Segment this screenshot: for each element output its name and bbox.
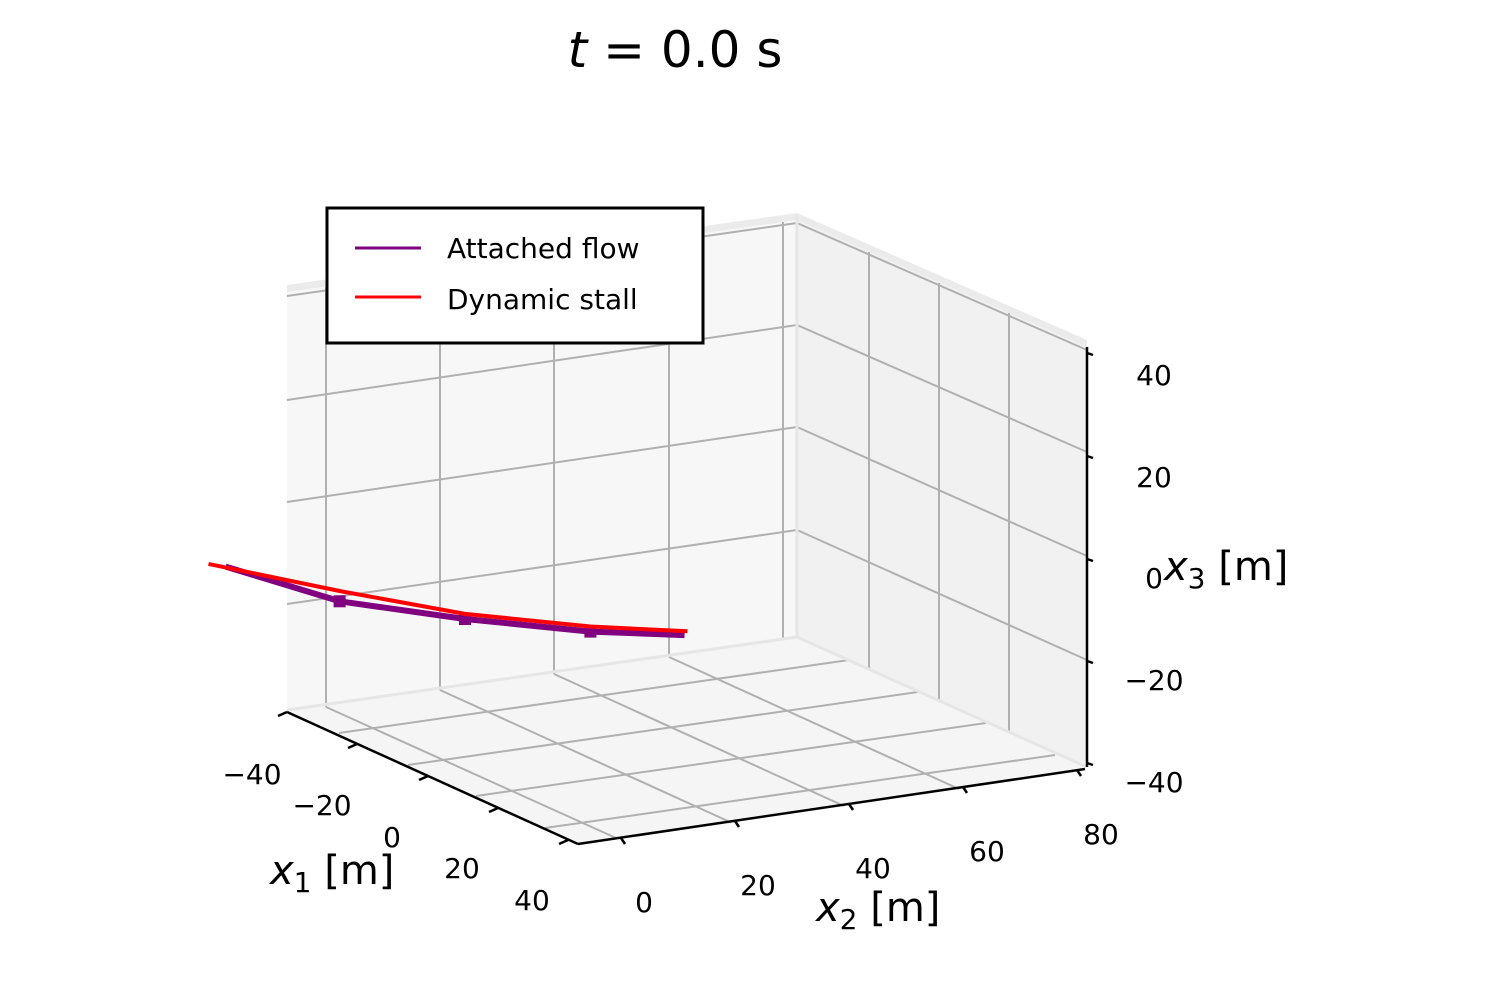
x3-tick-label: 40: [1136, 359, 1172, 392]
x2-tick-labels: 0 20 40 60 80: [635, 818, 1119, 919]
axis-lines: [286, 347, 1089, 846]
x1-tick-labels: −40 −20 0 20 40: [222, 758, 549, 917]
x2-tick-label: 60: [969, 835, 1005, 868]
tick-marks: [277, 351, 1094, 846]
x2-tick-label: 40: [855, 852, 891, 885]
x3-tick-label: −40: [1124, 766, 1183, 799]
x1-tick-label: −40: [222, 758, 281, 791]
legend: Attached flow Dynamic stall: [325, 206, 705, 345]
x2-tick-label: 80: [1083, 818, 1119, 851]
x3-tick-label: 0: [1145, 562, 1163, 595]
x3-tick-labels: 40 20 0 −20 −40: [1124, 359, 1183, 799]
x1-axis-label: x1 [m]: [268, 848, 394, 899]
series-line-dynamic-stall: [208, 561, 688, 634]
pane-edges: [286, 215, 1088, 769]
x1-tick-label: 0: [383, 821, 401, 854]
side-pane-top-shade: [797, 213, 1087, 347]
x1-tick-label: −20: [292, 789, 351, 822]
x3-axis-label: x3 [m]: [1162, 544, 1288, 595]
legend-label-dynamic-stall: Dynamic stall: [447, 283, 638, 316]
x1-axis-line: [286, 710, 579, 846]
floor-pane: [287, 637, 1087, 843]
x2-tick-label: 0: [635, 886, 653, 919]
x2-axis-line: [577, 767, 1086, 846]
x2-axis-label: x2 [m]: [814, 885, 940, 936]
x1-tick-label: 40: [514, 884, 550, 917]
x3-tick-label: 20: [1136, 461, 1172, 494]
legend-box: [325, 206, 705, 345]
x1-tick-label: 20: [444, 852, 480, 885]
x2-tick-label: 20: [740, 869, 776, 902]
chart-title: t = 0.0 s: [568, 21, 783, 79]
series-layer: [208, 561, 688, 639]
series-marker-attached-flow: [333, 595, 346, 608]
gridlines: [286, 222, 1088, 839]
legend-label-attached-flow: Attached flow: [447, 232, 640, 265]
x3-tick-label: −20: [1124, 664, 1183, 697]
